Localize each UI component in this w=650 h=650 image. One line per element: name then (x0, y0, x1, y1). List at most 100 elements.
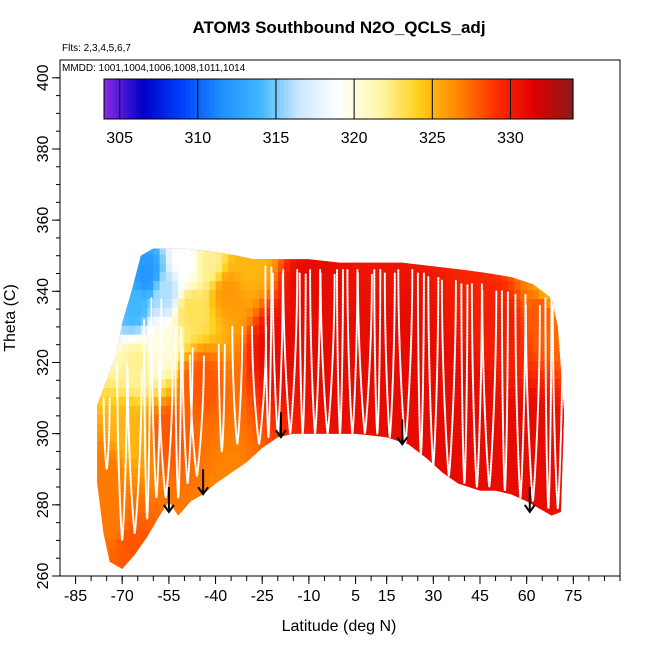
field-cell (284, 351, 291, 362)
field-cell (308, 414, 316, 424)
field-cell (97, 334, 98, 344)
field-cell (340, 556, 347, 566)
field-cell (352, 248, 360, 255)
field-cell (514, 236, 521, 246)
field-cell (252, 529, 260, 540)
colorbar-segment (291, 79, 297, 119)
field-cell (203, 476, 210, 486)
field-cell (159, 351, 167, 362)
field-cell (122, 494, 129, 504)
field-cell (184, 253, 192, 264)
field-cell (408, 485, 416, 495)
field-cell (327, 289, 335, 299)
field-cell (172, 467, 179, 477)
field-cell (402, 289, 409, 299)
field-cell (508, 414, 515, 424)
field-cell (321, 503, 329, 513)
field-cell (489, 458, 497, 469)
field-cell (532, 529, 540, 540)
field-cell (166, 227, 173, 237)
field-cell (296, 253, 304, 264)
field-cell (445, 316, 453, 326)
field-cell (483, 405, 490, 415)
field-cell (564, 227, 571, 237)
field-cell (539, 414, 546, 424)
field-cell (532, 378, 540, 388)
field-cell (489, 565, 497, 569)
field-cell (271, 351, 279, 362)
field-cell (384, 227, 391, 237)
field-cell (377, 369, 385, 380)
field-cell (346, 494, 353, 504)
field-cell (290, 485, 297, 495)
field-cell (358, 423, 366, 433)
field-cell (190, 262, 198, 273)
field-cell (259, 449, 266, 460)
field-cell (414, 248, 422, 255)
field-cell (427, 253, 434, 264)
field-cell (527, 227, 534, 237)
colorbar-tick-label: 320 (341, 130, 368, 147)
field-cell (389, 538, 397, 549)
field-cell (284, 503, 291, 513)
field-cell (290, 494, 297, 504)
field-cell (427, 565, 434, 569)
field-cell (470, 360, 478, 371)
field-cell (514, 520, 521, 531)
field-cell (234, 511, 241, 522)
field-cell (377, 405, 385, 415)
field-cell (483, 369, 490, 380)
field-cell (240, 520, 248, 531)
field-cell (97, 494, 98, 504)
field-cell (153, 253, 161, 264)
field-cell (209, 529, 217, 540)
field-cell (377, 227, 384, 237)
field-cell (302, 360, 310, 371)
colorbar-segment (553, 79, 558, 119)
field-cell (458, 467, 465, 477)
field-cell (203, 538, 210, 549)
field-cell (141, 236, 148, 246)
field-cell (128, 458, 136, 469)
field-cell (364, 485, 372, 495)
field-cell (116, 342, 123, 353)
field-cell (327, 325, 335, 335)
field-cell (520, 467, 528, 477)
colorbar-segment (186, 79, 191, 119)
field-cell (557, 503, 565, 513)
field-cell (147, 529, 154, 540)
field-cell (346, 458, 353, 469)
field-cell (203, 423, 210, 433)
field-cell (333, 476, 341, 486)
field-cell (159, 369, 167, 380)
field-cell (389, 431, 397, 442)
field-cell (97, 431, 98, 442)
field-cell (551, 360, 559, 371)
field-cell (103, 503, 111, 513)
field-cell (532, 253, 540, 264)
field-cell (109, 262, 117, 273)
field-cell (464, 529, 472, 540)
field-cell (302, 547, 310, 557)
field-cell (452, 565, 459, 569)
field-cell (402, 351, 409, 362)
field-cell (160, 227, 167, 237)
field-cell (483, 538, 490, 549)
field-cell (358, 467, 366, 477)
field-cell (134, 360, 142, 371)
field-cell (159, 248, 167, 255)
colorbar-segment (416, 79, 422, 119)
field-cell (178, 423, 185, 433)
field-cell (564, 414, 565, 424)
field-cell (402, 458, 409, 469)
field-cell (508, 467, 515, 477)
field-cell (327, 529, 335, 540)
field-cell (147, 476, 154, 486)
field-cell (277, 262, 285, 273)
field-cell (452, 405, 459, 415)
field-cell (526, 423, 534, 433)
field-cell (203, 271, 210, 282)
field-cell (501, 503, 509, 513)
field-cell (532, 298, 540, 308)
field-cell (452, 248, 459, 255)
